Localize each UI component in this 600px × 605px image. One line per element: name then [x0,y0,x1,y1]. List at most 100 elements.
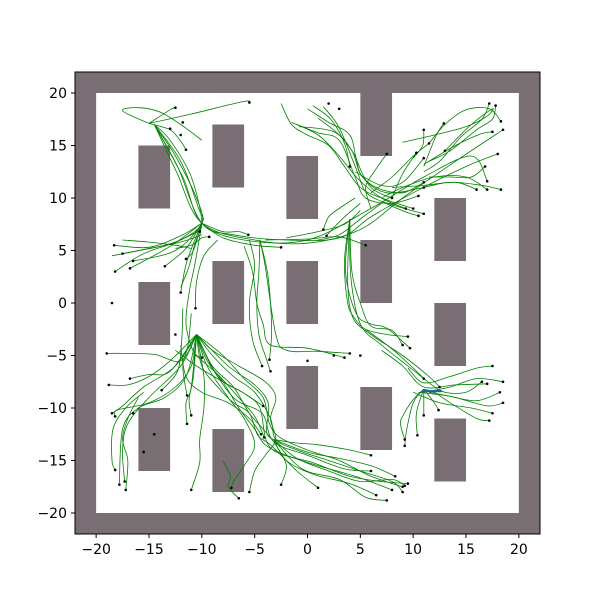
endpoint-42 [427,142,431,145]
endpoint-82 [248,490,251,494]
trajectory-17 [201,222,249,236]
trajectory-68 [415,388,425,436]
trajectory-80 [185,334,197,424]
endpoint-90 [403,484,407,488]
trajectory-28 [307,108,393,199]
trajectory-32 [291,122,406,209]
trajectory-8 [153,124,504,245]
endpoint-112 [168,127,172,130]
endpoint-96 [262,436,266,439]
endpoint-110 [337,107,341,111]
endpoint-30 [422,186,426,189]
endpoint-61 [487,419,491,422]
trajectory-39 [423,103,490,173]
trajectory-71 [423,388,439,411]
trajectory-15 [180,223,203,293]
endpoint-80 [401,485,404,489]
endpoint-111 [327,102,330,105]
x-tick-label-4: 0 [303,542,312,558]
endpoint-65 [422,414,426,417]
trajectory-60 [381,349,488,389]
endpoint-44 [415,151,418,155]
endpoint-98 [160,388,163,392]
trajectory-89 [196,334,287,485]
endpoint-16 [247,233,250,237]
y-tick-label-4: 0 [58,296,67,312]
trajectory-7 [153,124,498,241]
trajectory-102 [182,313,192,396]
y-tick-label-2: −10 [37,401,67,417]
endpoint-0 [248,101,251,104]
endpoint-9 [112,243,116,247]
obstacle-11 [360,387,393,450]
endpoint-19 [268,358,271,362]
obstacle-1 [138,145,171,209]
trajectory-20 [111,234,202,257]
endpoint-20 [348,352,352,355]
trajectory-75 [108,334,197,386]
trajectory-98 [222,460,240,499]
endpoint-8 [485,179,489,183]
trajectory-10 [114,222,203,249]
trajectory-55 [349,218,403,346]
x-tick-label-2: −10 [187,542,217,558]
endpoint-108 [142,450,145,454]
trajectory-37 [423,123,445,167]
trajectory-90 [196,334,319,489]
trajectory-56 [344,218,411,349]
trajectory-16 [201,222,282,248]
endpoint-74 [189,414,193,417]
endpoint-53 [422,377,426,380]
trajectory-106 [248,239,263,367]
trajectory-30 [312,105,351,167]
endpoint-58 [498,390,502,394]
x-tick-label-8: 20 [510,542,528,558]
trajectory-81 [190,334,206,491]
endpoint-69 [110,411,114,415]
endpoint-6 [496,152,500,156]
trajectory-99 [180,344,262,435]
obstacle-12 [138,408,171,471]
trajectory-25 [265,236,366,246]
endpoint-86 [369,469,373,473]
x-tick-label-3: −5 [244,542,265,558]
trajectory-26 [280,103,414,209]
endpoint-28 [422,212,426,216]
y-tick-label-5: 5 [58,244,67,260]
endpoint-95 [261,404,265,408]
endpoint-105 [332,354,336,357]
endpoint-79 [401,490,404,494]
endpoint-26 [422,180,426,184]
endpoint-88 [369,453,373,457]
trajectory-21 [256,239,271,372]
trajectory-34 [402,108,494,152]
endpoint-1 [184,148,188,151]
obstacle-14 [434,418,467,482]
endpoint-104 [306,359,309,363]
axes-layer: −20 −15 −10 −5 0 5 10 15 20 −20 −15 −10 −5 0 5 10 15 20 [37,71,541,558]
endpoint-18 [269,369,272,373]
endpoint-48 [325,234,328,238]
endpoint-85 [316,486,320,490]
trajectory-96 [273,439,377,496]
endpoint-91 [374,493,378,497]
endpoint-106 [359,354,362,357]
trajectory-69 [400,388,425,440]
endpoint-68 [123,480,126,483]
trajectory-58 [349,218,425,379]
trajectory-44 [423,181,501,190]
x-tick-label-1: −15 [134,542,164,558]
endpoint-2 [174,106,177,109]
endpoint-29 [404,207,408,210]
trajectory-100 [175,349,264,407]
obstacle-2 [212,124,245,188]
trajectory-88 [196,334,256,488]
endpoint-71 [118,483,121,486]
trajectory-48 [381,200,419,217]
obstacle-6 [212,261,245,324]
endpoint-89 [393,474,397,478]
trajectory-41 [423,131,493,165]
trajectory-9 [153,124,488,244]
endpoint-109 [152,432,156,436]
trajectory-62 [413,391,493,414]
